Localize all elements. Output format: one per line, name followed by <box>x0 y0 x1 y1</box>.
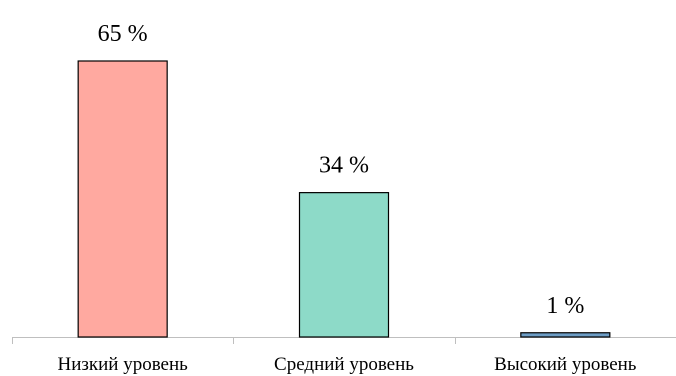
labels-layer: 65 % Низкий уровень 34 % Средний уровень 1 %… <box>57 21 636 375</box>
data-label-2: 34 % <box>319 153 369 179</box>
x-tick-label-3: Высокий уровень <box>494 354 637 375</box>
bar-1 <box>77 60 168 338</box>
bar-2 <box>298 192 390 338</box>
x-tick-label-2: Средний уровень <box>274 354 414 375</box>
data-label-1: 65 % <box>98 21 148 47</box>
bar-3 <box>520 332 611 338</box>
axis-layer <box>12 337 676 344</box>
data-label-3: 1 % <box>546 293 584 319</box>
bars-layer <box>77 60 611 338</box>
x-tick-label-1: Низкий уровень <box>57 354 188 375</box>
